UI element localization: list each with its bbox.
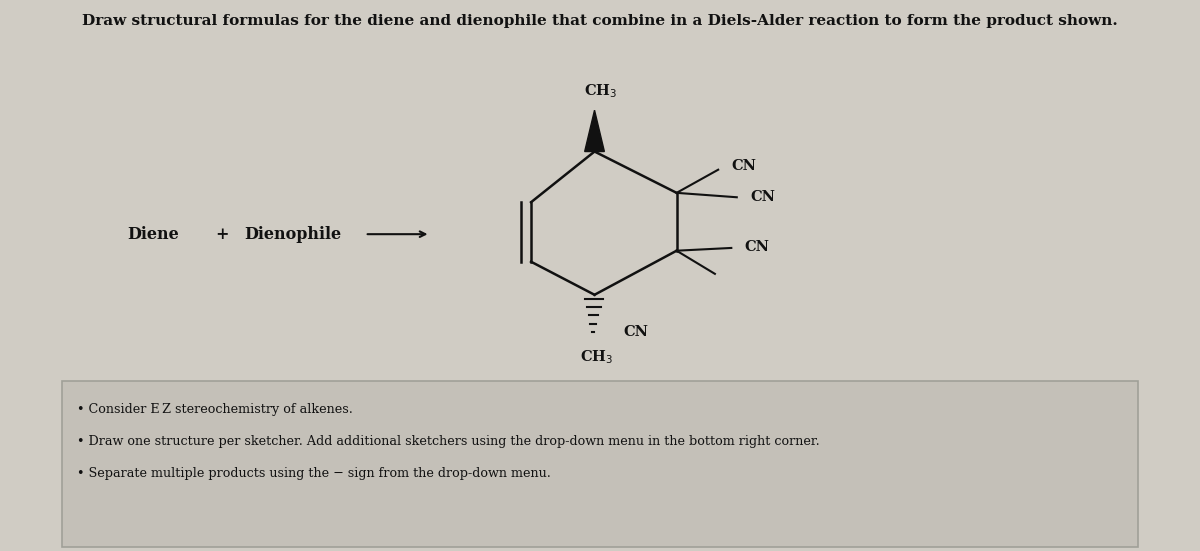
Text: CH$_3$: CH$_3$ — [584, 83, 618, 100]
Text: CN: CN — [731, 159, 756, 174]
Polygon shape — [584, 110, 605, 152]
Text: +: + — [216, 226, 229, 242]
Text: CH$_3$: CH$_3$ — [580, 348, 613, 366]
Text: • Draw one structure per sketcher. Add additional sketchers using the drop-down : • Draw one structure per sketcher. Add a… — [77, 435, 820, 449]
Text: CN: CN — [744, 240, 769, 254]
Text: CN: CN — [623, 325, 648, 339]
Text: Dienophile: Dienophile — [245, 226, 342, 242]
Text: Draw structural formulas for the diene and dienophile that combine in a Diels-Al: Draw structural formulas for the diene a… — [82, 14, 1118, 28]
Text: Diene: Diene — [127, 226, 179, 242]
Text: CN: CN — [750, 190, 775, 204]
FancyBboxPatch shape — [61, 381, 1139, 547]
Text: • Separate multiple products using the − sign from the drop-down menu.: • Separate multiple products using the −… — [77, 467, 551, 480]
Text: • Consider E Z stereochemistry of alkenes.: • Consider E Z stereochemistry of alkene… — [77, 403, 353, 417]
